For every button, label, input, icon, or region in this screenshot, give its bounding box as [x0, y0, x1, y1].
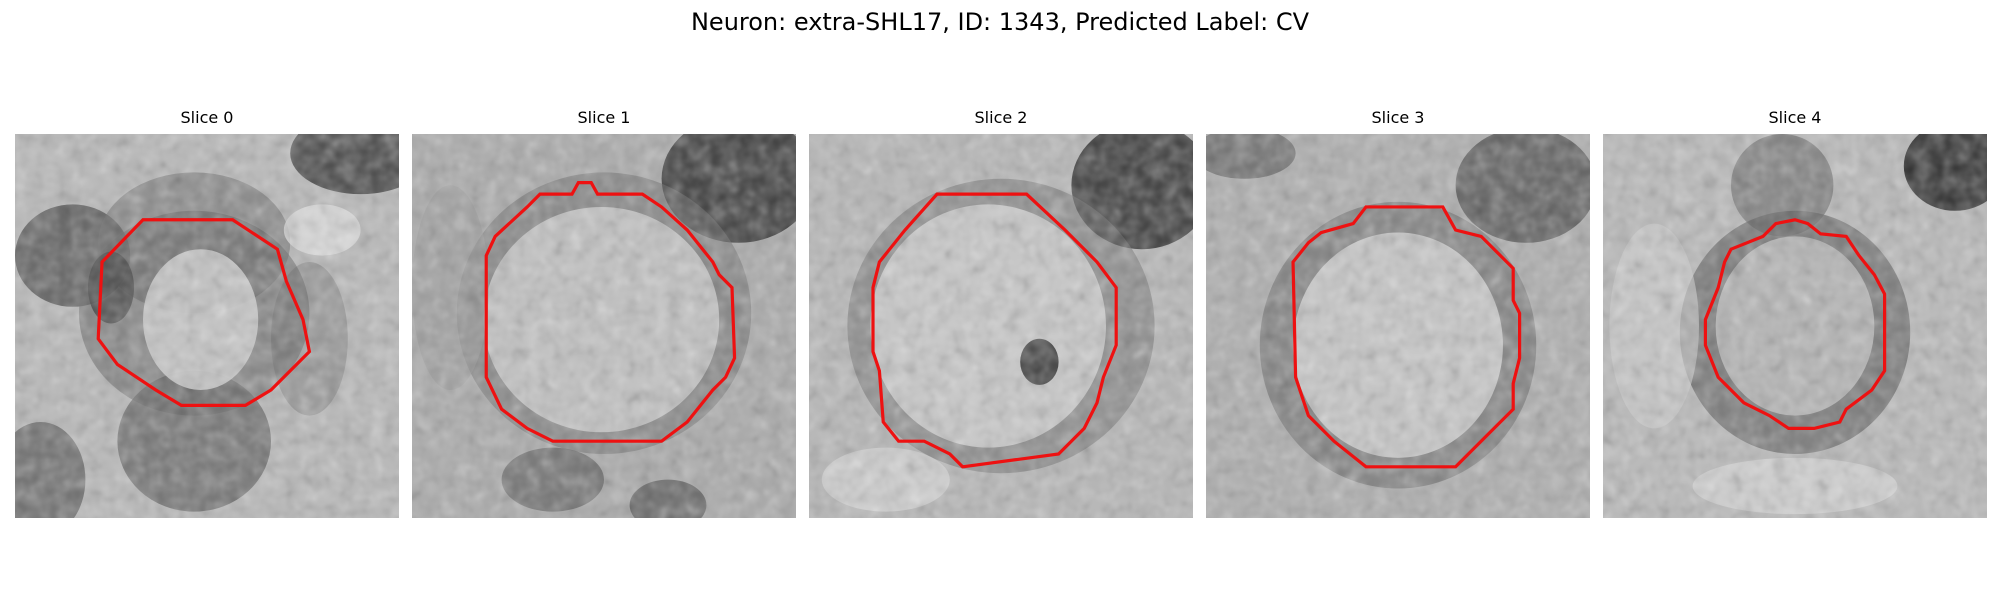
slice-4-image: [1603, 134, 1987, 518]
slice-title: Slice 4: [1768, 108, 1822, 127]
figure-title: Neuron: extra-SHL17, ID: 1343, Predicted…: [690, 8, 1310, 36]
slice-title: Slice 0: [180, 108, 234, 127]
contour-outline: [1291, 205, 1522, 469]
slice-panel-0: Slice 0: [15, 108, 399, 518]
slice-panel-4: Slice 4: [1603, 108, 1987, 518]
contour-outline: [871, 192, 1118, 469]
slice-panel-2: Slice 2: [809, 108, 1193, 518]
slice-panel-1: Slice 1: [412, 108, 796, 518]
slice-0-image: [15, 134, 399, 518]
slice-2-image: [809, 134, 1193, 518]
slice-1-image: [412, 134, 796, 518]
slice-panel-3: Slice 3: [1206, 108, 1590, 518]
slice-title: Slice 1: [577, 108, 631, 127]
contour-outline: [484, 181, 737, 443]
slice-title: Slice 3: [1371, 108, 1425, 127]
slice-3-image: [1206, 134, 1590, 518]
contour-outline: [96, 218, 312, 407]
contour-outline: [1703, 218, 1887, 430]
slice-title: Slice 2: [974, 108, 1028, 127]
